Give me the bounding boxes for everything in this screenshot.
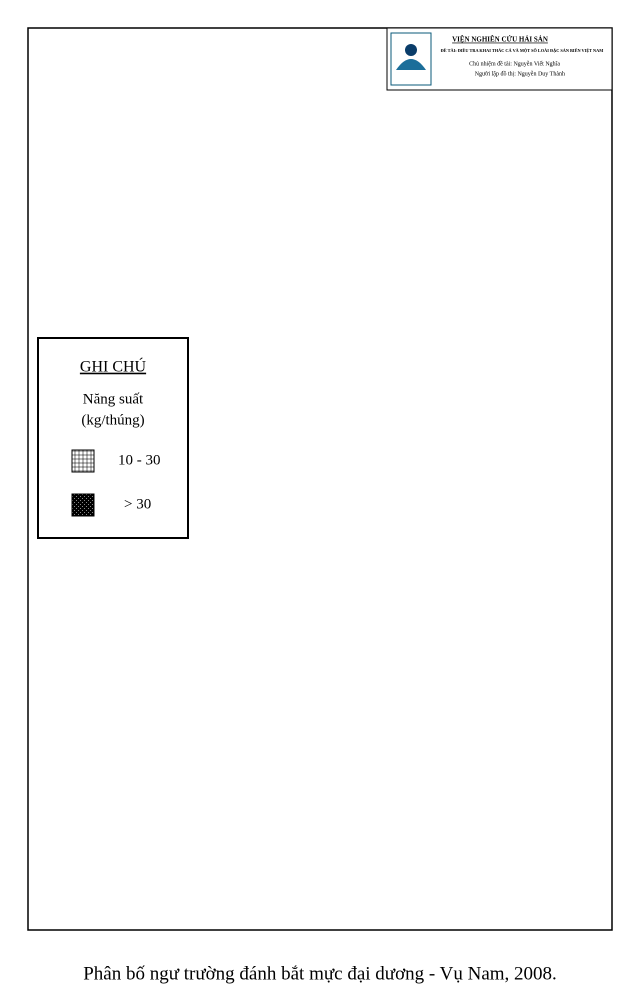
caption: Phân bố ngư trường đánh bắt mực đại dươn… — [83, 963, 557, 984]
legend-unit: (kg/thúng) — [81, 412, 144, 428]
institute: VIỆN NGHIÊN CỨU HẢI SẢN — [452, 36, 548, 44]
header-box: VIỆN NGHIÊN CỨU HẢI SẢN ĐỀ TÀI: ĐIỀU TRA… — [386, 27, 613, 91]
legend-label: 10 - 30 — [118, 452, 161, 468]
map-frame — [27, 27, 613, 931]
legend-swatch — [71, 493, 95, 517]
legend-title: GHI CHÚ — [80, 357, 147, 376]
leader: Chủ nhiệm đề tài: Nguyễn Viết Nghĩa — [469, 60, 560, 67]
project: ĐỀ TÀI: ĐIỀU TRA KHAI THÁC CÁ VÀ MỘT SỐ … — [441, 48, 604, 53]
legend-label: > 30 — [124, 496, 151, 512]
legend-subtitle: Năng suất — [83, 391, 144, 407]
legend-swatch — [71, 449, 95, 473]
legend: GHI CHÚ Năng suất (kg/thúng) 10 - 30 > 3… — [37, 337, 189, 539]
author: Người lập đồ thị: Nguyễn Duy Thành — [475, 70, 565, 77]
